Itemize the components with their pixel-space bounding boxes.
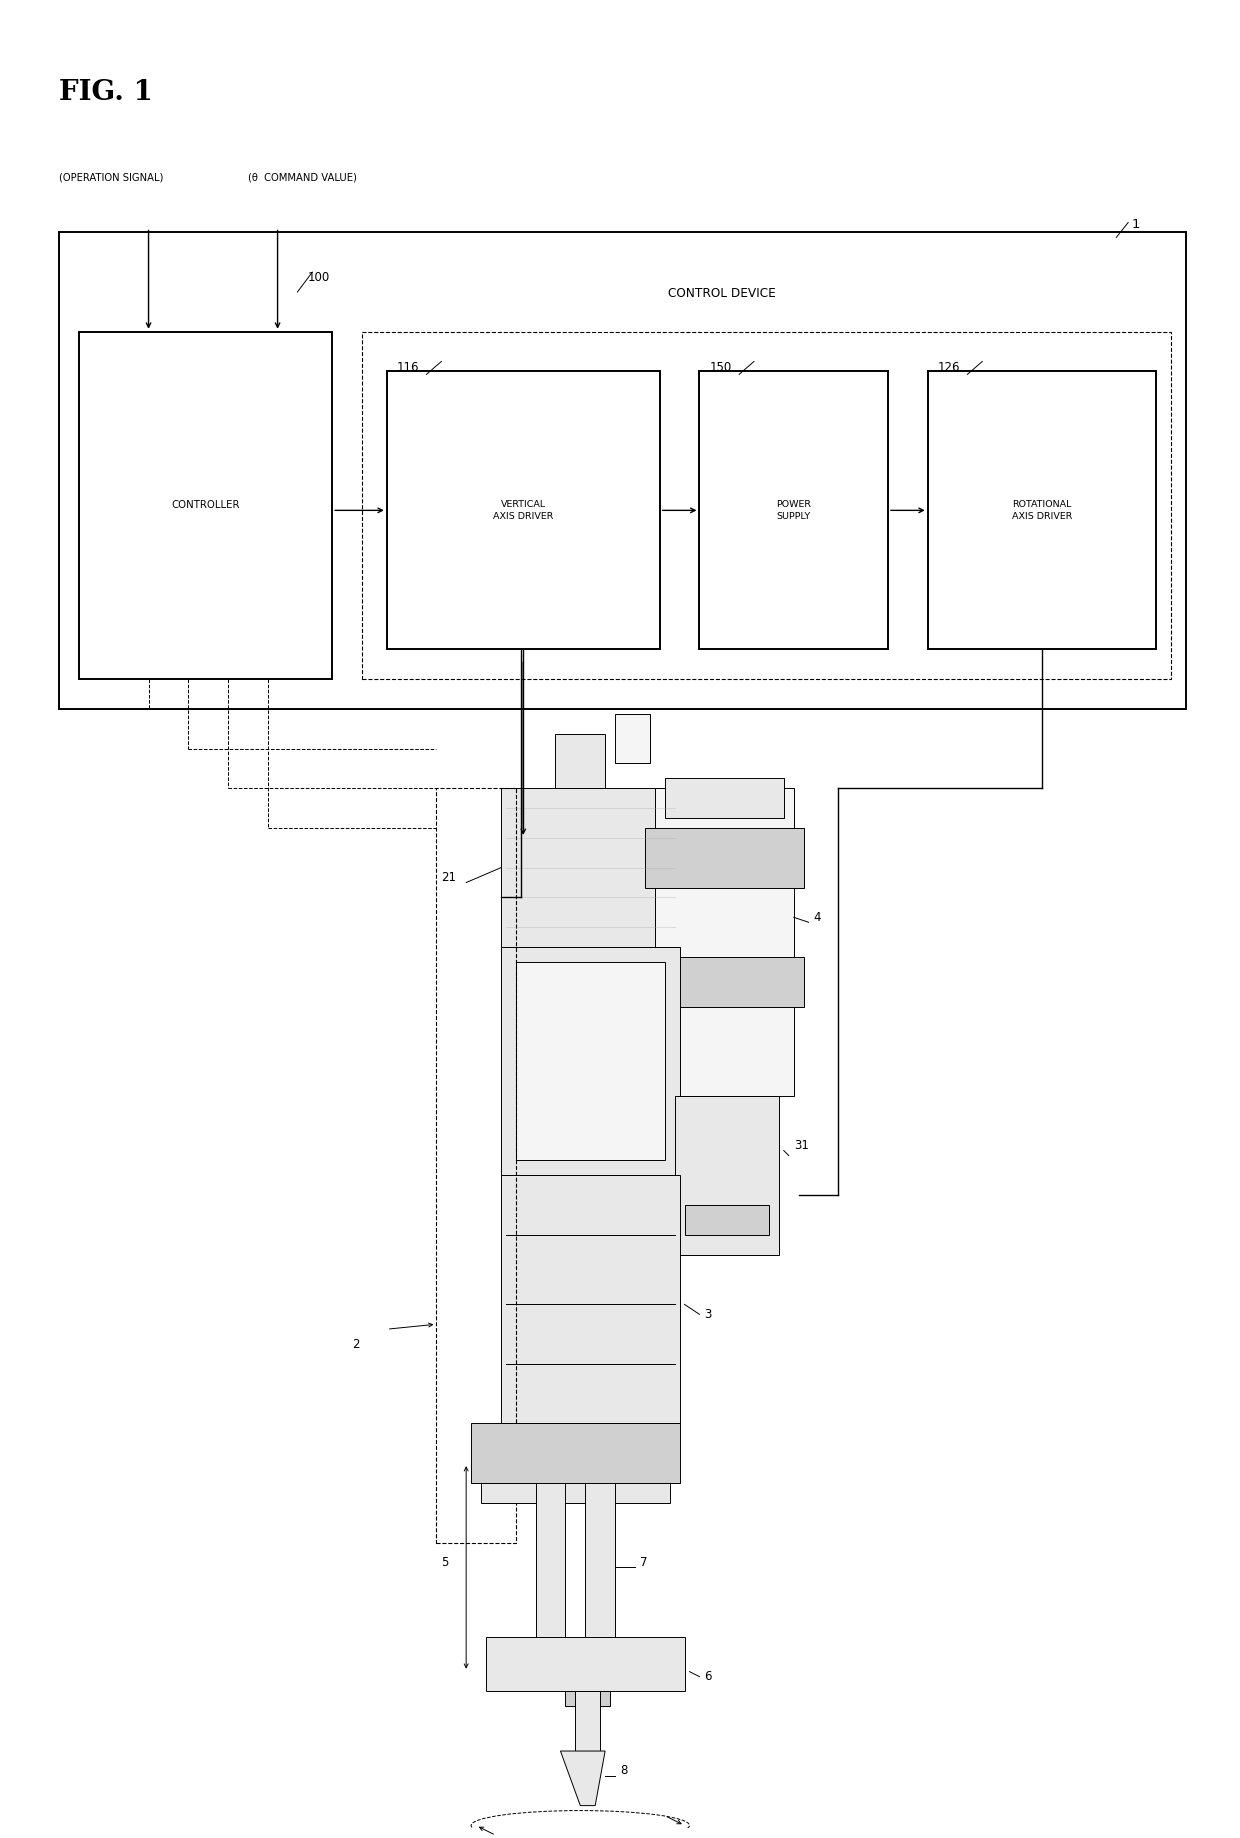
Text: 126: 126	[937, 362, 960, 375]
Bar	[60, 232, 1185, 709]
Text: POWER
SUPPLY: POWER SUPPLY	[776, 500, 811, 520]
Bar	[615, 713, 650, 763]
Bar	[501, 947, 680, 1174]
Text: 5: 5	[441, 1557, 449, 1570]
Text: VERTICAL
AXIS DRIVER: VERTICAL AXIS DRIVER	[494, 500, 553, 520]
Text: 100: 100	[308, 270, 330, 283]
Bar	[79, 331, 332, 678]
Text: (OPERATION SIGNAL): (OPERATION SIGNAL)	[60, 173, 164, 184]
Bar	[387, 371, 660, 649]
Bar	[699, 371, 888, 649]
Text: (θ  COMMAND VALUE): (θ COMMAND VALUE)	[248, 173, 357, 184]
Bar	[516, 961, 665, 1160]
Bar	[665, 777, 784, 818]
Bar	[471, 1423, 680, 1483]
Bar	[362, 331, 1171, 678]
Bar	[645, 958, 804, 1007]
Text: 21: 21	[441, 871, 456, 884]
Bar	[575, 1691, 600, 1752]
Bar	[565, 1691, 610, 1706]
Text: 4: 4	[813, 912, 821, 925]
Text: 7: 7	[640, 1557, 647, 1570]
Bar	[645, 827, 804, 888]
Bar	[501, 789, 680, 947]
Bar	[556, 733, 605, 789]
Text: 3: 3	[704, 1309, 712, 1322]
Bar	[585, 1483, 615, 1652]
Bar	[536, 1483, 565, 1652]
Text: 8: 8	[620, 1764, 627, 1777]
Text: 1: 1	[1131, 217, 1140, 230]
Text: CONTROL DEVICE: CONTROL DEVICE	[668, 287, 775, 300]
Bar	[486, 1638, 684, 1691]
Bar	[675, 1095, 779, 1255]
Text: 116: 116	[397, 362, 419, 375]
Text: CONTROLLER: CONTROLLER	[171, 500, 239, 511]
Bar	[481, 1483, 670, 1503]
Text: ROTATIONAL
AXIS DRIVER: ROTATIONAL AXIS DRIVER	[1012, 500, 1073, 520]
Text: 31: 31	[794, 1140, 808, 1152]
Text: FIG. 1: FIG. 1	[60, 79, 153, 105]
Bar	[928, 371, 1156, 649]
Polygon shape	[560, 1752, 605, 1805]
Bar	[436, 789, 516, 1542]
Bar	[501, 1174, 680, 1423]
Text: 2: 2	[352, 1338, 360, 1351]
Bar	[655, 789, 794, 1095]
Bar	[684, 1206, 769, 1235]
Text: 150: 150	[709, 362, 732, 375]
Text: 6: 6	[704, 1671, 712, 1684]
